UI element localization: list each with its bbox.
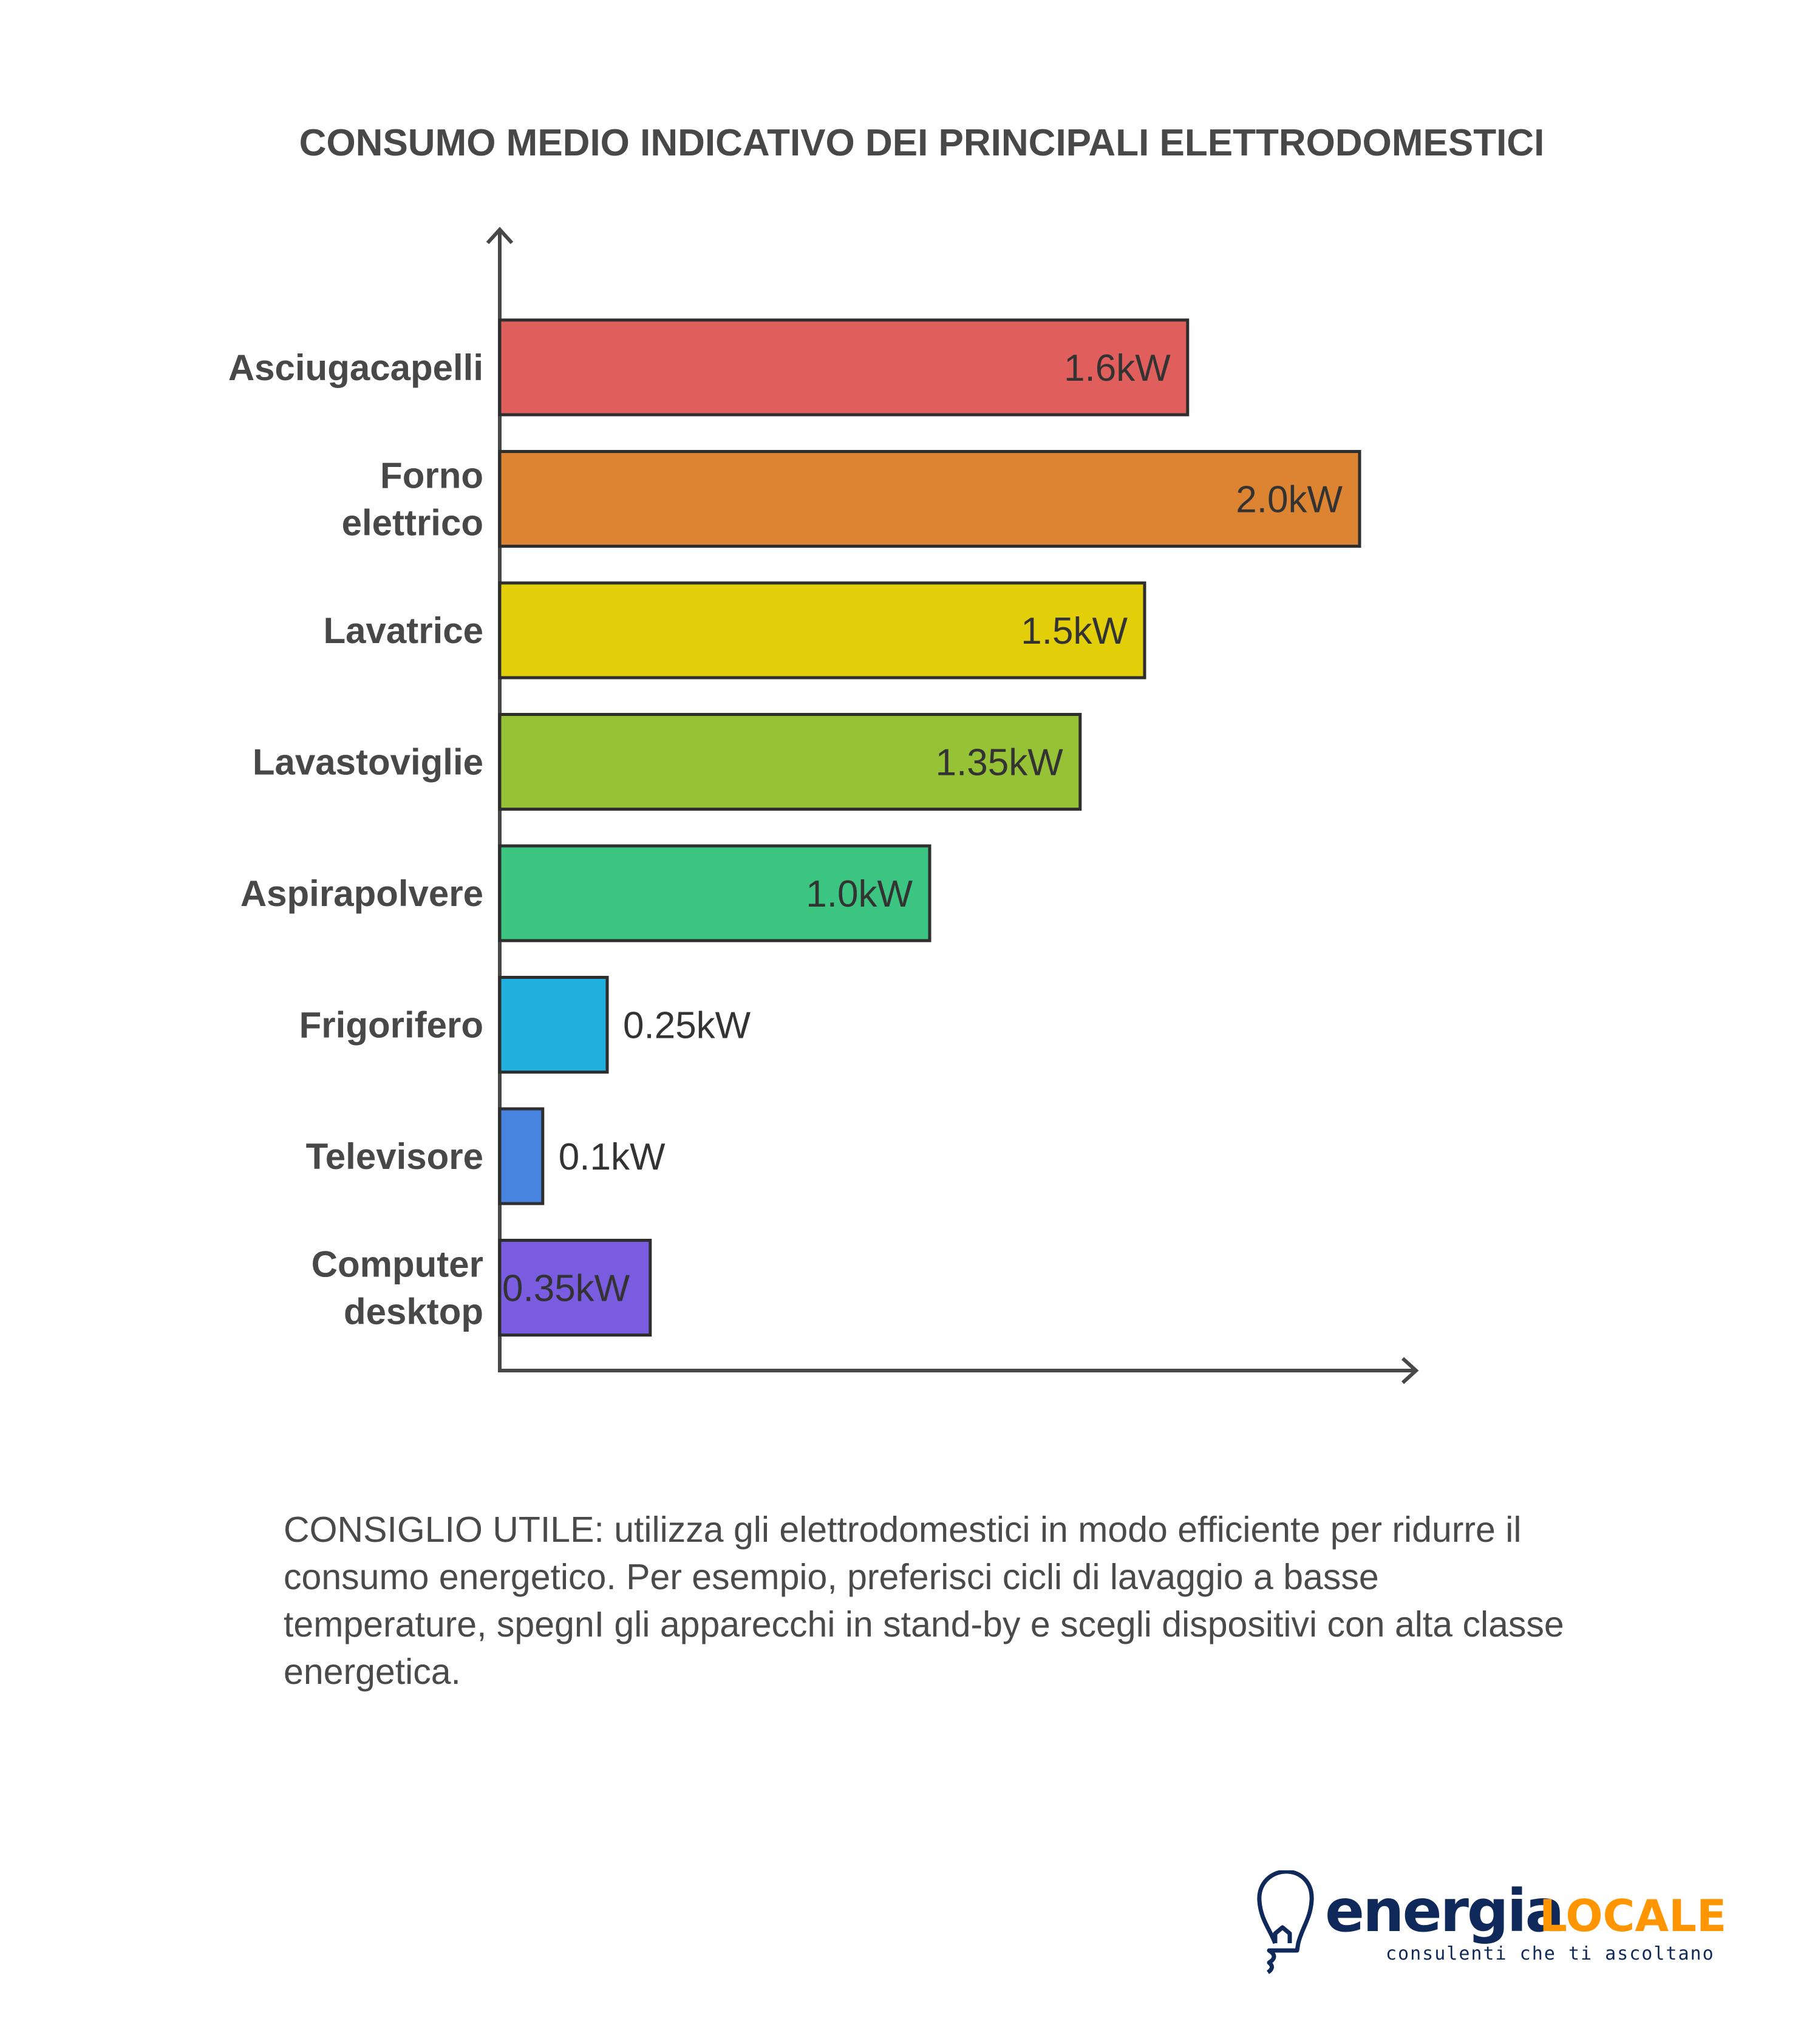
logo-word-energia: energia <box>1325 1877 1562 1945</box>
category-label: Computer desktop <box>312 1244 483 1332</box>
data-label: 1.6kW <box>1064 347 1171 389</box>
logo-word-locale: LOCALE <box>1539 1890 1726 1941</box>
bar <box>498 1239 652 1337</box>
bar <box>498 844 931 942</box>
data-label: 2.0kW <box>1236 479 1343 521</box>
category-label-line: Frigorifero <box>299 1005 483 1046</box>
category-label-line: Televisore <box>306 1136 483 1177</box>
data-label: 0.35kW <box>502 1268 630 1310</box>
data-label: 0.25kW <box>623 1005 751 1047</box>
category-label-line: desktop <box>344 1292 483 1332</box>
y-axis-arrow <box>486 227 514 245</box>
category-label-line: Asciugacapelli <box>228 347 483 388</box>
x-axis-arrow <box>1401 1357 1419 1385</box>
data-label: 1.5kW <box>1021 610 1128 652</box>
lightbulb-house-icon <box>1257 1870 1314 1974</box>
category-label-line: Lavatrice <box>324 610 484 651</box>
bar <box>498 450 1361 548</box>
data-label: 1.0kW <box>806 873 913 915</box>
bar <box>498 581 1146 680</box>
category-label: Lavatrice <box>324 610 484 651</box>
bar-chart: Asciugacapelli 1.6kW Forno elettrico 2.0kW La… <box>228 227 1419 1385</box>
category-label: Forno elettrico <box>342 455 483 543</box>
bar <box>498 1107 545 1205</box>
bar <box>498 318 1190 417</box>
category-label: Asciugacapelli <box>228 347 483 388</box>
category-label-line: Forno <box>380 455 483 496</box>
category-label-line: Aspirapolvere <box>240 873 483 914</box>
category-label-line: Computer <box>312 1244 483 1285</box>
category-label-line: Lavastoviglie <box>253 742 483 783</box>
energia-locale-logo: energia LOCALE consulenti che ti ascolta… <box>1257 1870 1726 1974</box>
category-label: Televisore <box>306 1136 483 1177</box>
tip-text: CONSIGLIO UTILE: utilizza gli elettrodom… <box>284 1510 1564 1692</box>
bar <box>498 713 1082 811</box>
category-label-line: elettrico <box>342 503 483 543</box>
data-label: 0.1kW <box>559 1136 666 1178</box>
category-label: Frigorifero <box>299 1005 483 1046</box>
category-label: Aspirapolvere <box>240 873 483 914</box>
bar <box>498 976 609 1074</box>
logo-tagline: consulenti che ti ascoltano <box>1386 1943 1715 1964</box>
category-label: Lavastoviglie <box>253 742 483 783</box>
data-label: 1.35kW <box>936 742 1064 784</box>
chart-title: CONSUMO MEDIO INDICATIVO DEI PRINCIPALI … <box>299 122 1545 164</box>
